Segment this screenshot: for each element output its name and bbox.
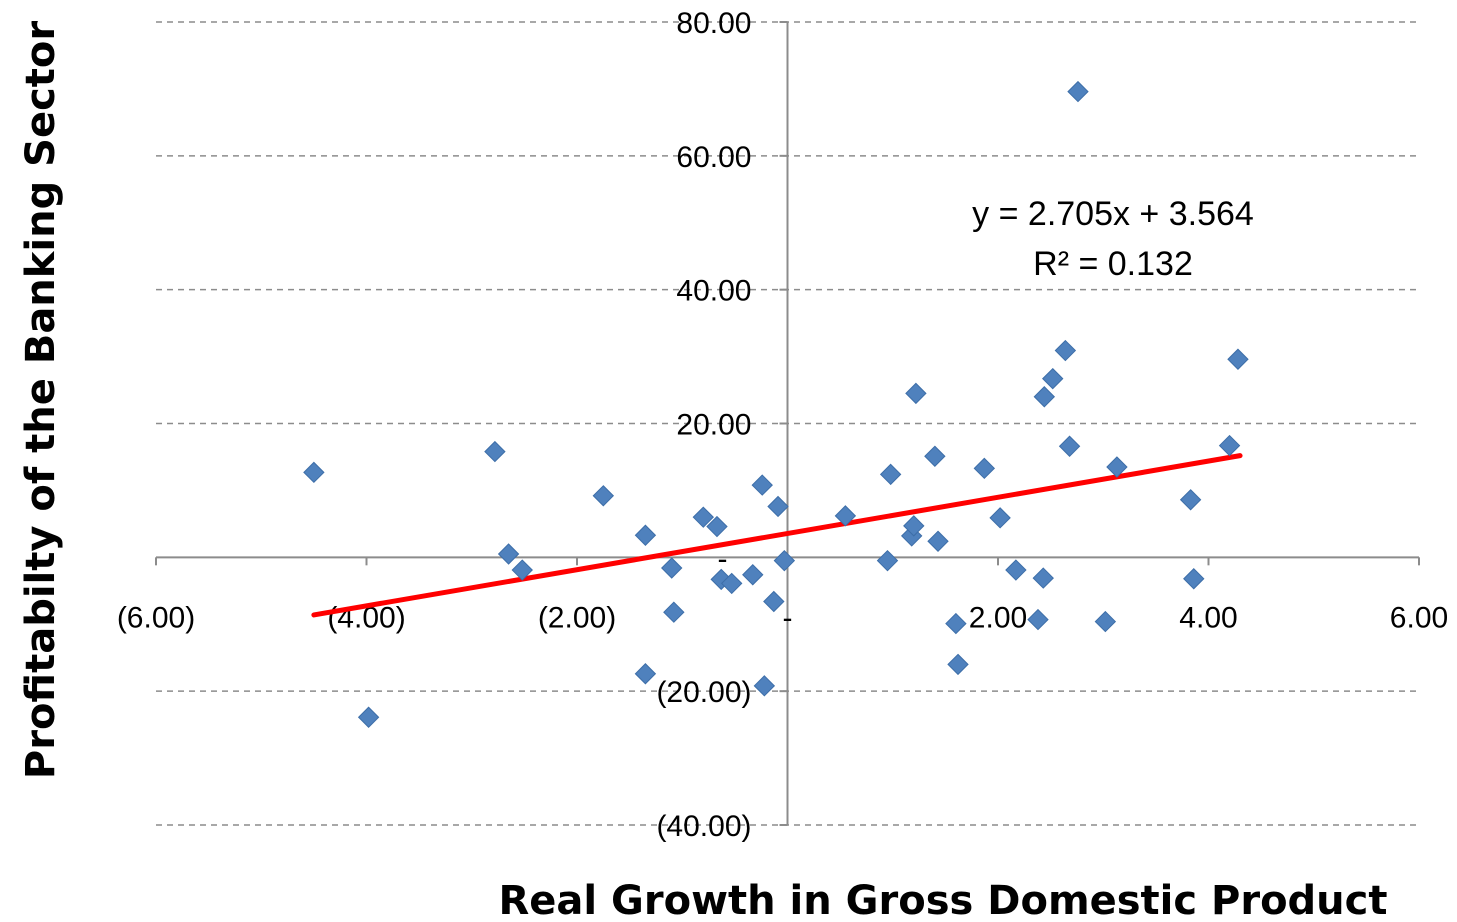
data-point [1058,435,1081,457]
x-axis-title: Real Growth in Gross Domestic Product [498,878,1387,922]
x-tick-labels: (6.00) (4.00) (2.00) -2.00 4.00 6.00 [117,601,1448,634]
data-point [592,485,615,507]
data-points [303,80,1249,728]
data-point [1054,339,1077,362]
data-point [497,543,520,565]
data-point [903,515,925,537]
data-point [1033,386,1056,408]
y-tick-label: 40.00 [676,275,751,308]
data-point [634,663,657,685]
x-tick-label: (6.00) [117,601,195,634]
data-point [1042,367,1064,390]
data-point [303,461,325,484]
data-point [1218,434,1241,457]
data-point [692,506,715,528]
data-point [973,457,996,480]
data-point [763,590,785,613]
data-point [773,549,796,572]
data-point [511,559,533,581]
data-point [876,549,899,572]
data-point [1179,489,1202,511]
y-axis-title: Profitabilty of the Banking Sector [18,21,64,779]
x-tick-label: (2.00) [538,601,616,634]
data-point [742,564,764,586]
x-tick-label: 2.00 [969,601,1027,634]
data-point [945,612,967,635]
y-tick-label: (20.00) [656,676,751,709]
data-point [1005,559,1027,581]
data-point [905,382,927,405]
data-point [1094,610,1117,633]
data-point [947,653,969,676]
y-tick-label: - [718,542,728,575]
data-point [721,572,743,595]
trendline-group [311,453,1243,618]
y-tick-label: 20.00 [676,409,751,442]
x-tick-label: - [783,601,793,634]
y-tick-labels: (40.00) (20.00) - 20.00 40.00 60.00 80.00 [656,7,751,843]
data-point [484,440,506,463]
data-point [706,515,728,538]
data-point [357,706,380,728]
y-tick-label: 80.00 [676,7,751,40]
data-point [661,557,683,579]
data-point [663,601,685,623]
trendline-equation-label: y = 2.705x + 3.564 [972,195,1254,233]
data-point [634,524,657,546]
data-point [1106,456,1128,478]
data-point [1032,567,1054,589]
trendline-r2-label: R² = 0.132 [1033,245,1193,283]
data-point [927,530,949,552]
data-point [989,507,1011,529]
x-tick-label: 6.00 [1390,601,1448,634]
data-point [753,675,776,697]
data-point [1227,348,1249,370]
x-tick-label: 4.00 [1179,601,1237,634]
data-point [1067,80,1089,103]
data-point [834,505,857,527]
y-tick-label: (40.00) [656,810,751,843]
data-point [1027,608,1049,631]
data-point [767,495,789,518]
data-point [1183,568,1205,590]
y-tick-label: 60.00 [676,141,751,174]
data-point [879,463,902,486]
data-point [751,474,773,496]
data-point [924,445,946,467]
trendline [311,453,1243,618]
